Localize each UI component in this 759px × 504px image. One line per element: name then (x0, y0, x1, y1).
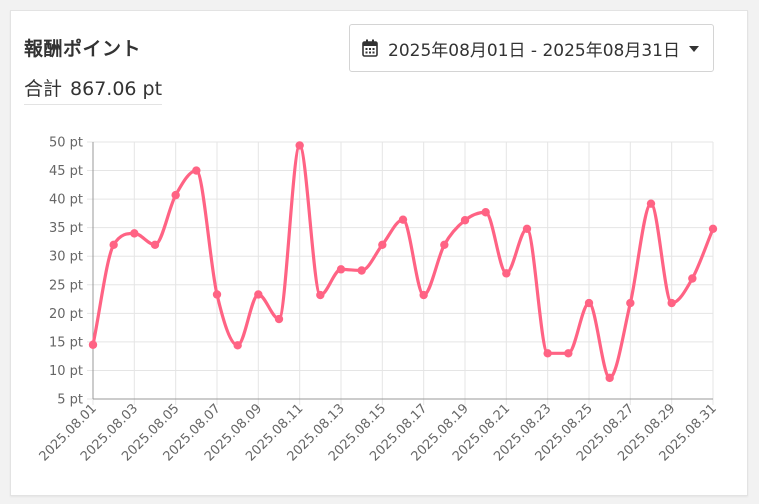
data-point[interactable] (171, 190, 180, 200)
data-point[interactable] (109, 240, 118, 249)
data-point[interactable] (378, 240, 387, 249)
y-tick-label: 10 pt (49, 364, 83, 379)
data-point[interactable] (419, 290, 428, 300)
data-point[interactable] (502, 269, 511, 278)
y-tick-label: 15 pt (49, 335, 83, 350)
total-label: 合計 (24, 78, 63, 100)
data-point[interactable] (295, 141, 304, 150)
calendar-icon (362, 39, 378, 57)
data-point[interactable] (336, 265, 346, 274)
data-point[interactable] (564, 349, 573, 358)
date-range-picker[interactable]: 2025年08月01日 - 2025年08月31日 (349, 24, 714, 72)
data-point[interactable] (254, 290, 263, 299)
data-point[interactable] (274, 314, 284, 324)
y-tick-label: 45 pt (49, 164, 83, 179)
data-point[interactable] (316, 290, 325, 300)
data-point[interactable] (522, 224, 532, 234)
y-tick-label: 50 pt (49, 136, 83, 151)
total-value: 867.06 pt (70, 78, 163, 100)
data-point[interactable] (646, 199, 656, 208)
data-point[interactable] (88, 340, 98, 349)
data-point[interactable] (150, 240, 160, 249)
y-tick-label: 35 pt (49, 221, 83, 236)
y-tick-label: 30 pt (49, 250, 83, 265)
data-point[interactable] (130, 229, 139, 238)
caret-down-icon (689, 46, 699, 52)
y-tick-label: 25 pt (49, 278, 83, 293)
data-point[interactable] (212, 290, 222, 299)
data-point[interactable] (543, 349, 552, 358)
data-point[interactable] (460, 216, 470, 225)
data-point[interactable] (584, 298, 594, 308)
y-tick-label: 20 pt (49, 307, 83, 322)
total-summary: 合計 867.06 pt (24, 74, 163, 105)
series-line (91, 143, 715, 380)
y-tick-label: 5 pt (57, 393, 83, 408)
data-point[interactable] (605, 373, 614, 383)
data-point[interactable] (626, 298, 635, 308)
data-point[interactable] (708, 224, 718, 234)
data-point[interactable] (481, 208, 490, 217)
date-range-label: 2025年08月01日 - 2025年08月31日 (388, 40, 680, 61)
data-point[interactable] (233, 341, 242, 350)
data-point[interactable] (688, 274, 697, 283)
page-title: 報酬ポイント (24, 38, 142, 60)
data-point[interactable] (192, 166, 201, 175)
data-point[interactable] (357, 266, 366, 275)
data-point[interactable] (667, 298, 676, 308)
data-point[interactable] (440, 240, 449, 249)
y-tick-label: 40 pt (49, 193, 83, 208)
data-point[interactable] (398, 215, 408, 224)
reward-points-card (10, 10, 748, 496)
